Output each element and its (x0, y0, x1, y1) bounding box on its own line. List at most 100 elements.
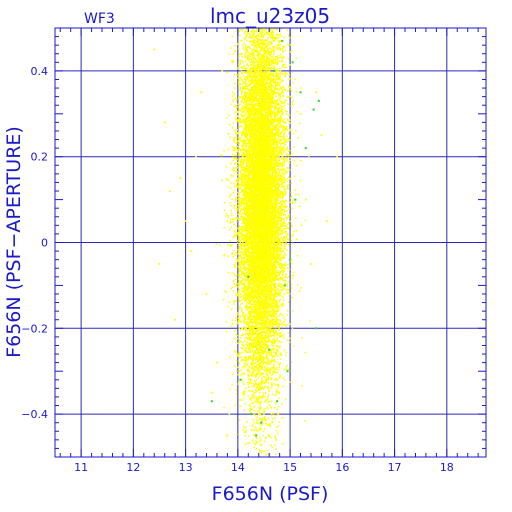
data-point (289, 197, 292, 199)
data-point (266, 79, 269, 82)
data-point (287, 301, 290, 303)
data-point (270, 252, 273, 255)
data-point (271, 178, 274, 180)
data-point (246, 314, 248, 316)
data-point (230, 47, 232, 49)
data-point (245, 232, 248, 234)
data-point (273, 199, 275, 202)
data-point (246, 280, 248, 282)
data-point (250, 374, 252, 376)
data-point (263, 352, 265, 354)
data-point (256, 401, 258, 403)
data-point (267, 34, 270, 36)
data-point (280, 265, 283, 267)
data-point (234, 97, 237, 100)
data-point (258, 151, 260, 154)
data-point (266, 72, 268, 75)
data-point (272, 85, 274, 87)
data-point (258, 155, 261, 157)
data-point (260, 230, 263, 233)
data-point (268, 244, 270, 247)
data-point (277, 248, 280, 251)
data-point (274, 312, 276, 314)
data-point (244, 255, 246, 257)
data-point (278, 40, 281, 42)
data-point (251, 174, 253, 176)
data-point (286, 167, 288, 169)
data-point (256, 80, 258, 83)
data-point (238, 265, 241, 267)
data-point (283, 181, 285, 183)
data-point (236, 183, 238, 186)
data-point (254, 359, 257, 361)
data-point (277, 169, 280, 171)
data-point (288, 37, 291, 39)
data-point (265, 39, 268, 42)
data-point (264, 170, 267, 172)
data-point (238, 283, 240, 285)
data-point (242, 118, 245, 121)
data-point (261, 387, 263, 389)
data-point (277, 237, 280, 239)
data-point (257, 57, 259, 59)
data-point (282, 170, 285, 172)
data-point (268, 371, 271, 373)
data-point (252, 91, 254, 94)
data-point (273, 87, 275, 89)
data-point (285, 205, 288, 207)
data-point (243, 149, 246, 152)
data-point (275, 161, 277, 164)
data-point (275, 453, 278, 455)
data-point (259, 309, 262, 311)
data-point (274, 295, 276, 298)
data-point (299, 179, 302, 182)
data-point (267, 417, 270, 419)
data-point (277, 120, 279, 122)
data-point (243, 42, 245, 45)
data-point (240, 274, 243, 276)
data-point (282, 304, 284, 307)
data-point (278, 93, 280, 95)
data-point (234, 149, 236, 151)
data-point (251, 102, 253, 104)
data-point (253, 258, 256, 261)
data-point (241, 181, 244, 184)
data-point (267, 433, 270, 436)
data-point (249, 279, 252, 282)
data-point (284, 283, 287, 286)
data-point (264, 86, 267, 88)
data-point (261, 116, 263, 118)
data-point (245, 347, 248, 349)
data-point (278, 328, 280, 331)
data-point (262, 272, 265, 274)
data-point (272, 72, 275, 74)
data-point (240, 263, 243, 265)
data-point (268, 390, 270, 392)
data-point (264, 348, 267, 351)
data-point (271, 50, 274, 52)
data-point (251, 141, 254, 143)
data-point (246, 219, 249, 221)
data-point (283, 56, 285, 59)
data-point (259, 321, 261, 324)
data-point (280, 125, 282, 128)
data-point (254, 346, 256, 348)
data-point (290, 239, 292, 242)
data-point (242, 159, 245, 161)
data-point (242, 198, 244, 200)
data-point (273, 115, 275, 118)
data-point (254, 150, 256, 153)
data-point (282, 335, 284, 337)
data-point (241, 272, 243, 274)
data-point (223, 226, 225, 229)
data-point (245, 177, 247, 180)
data-point (269, 229, 272, 232)
data-point (240, 145, 243, 147)
data-point (255, 365, 257, 367)
data-point (243, 250, 246, 253)
data-point (254, 69, 256, 72)
data-point (277, 269, 279, 272)
data-points (153, 27, 339, 458)
data-point (268, 193, 270, 195)
data-point (258, 280, 260, 283)
